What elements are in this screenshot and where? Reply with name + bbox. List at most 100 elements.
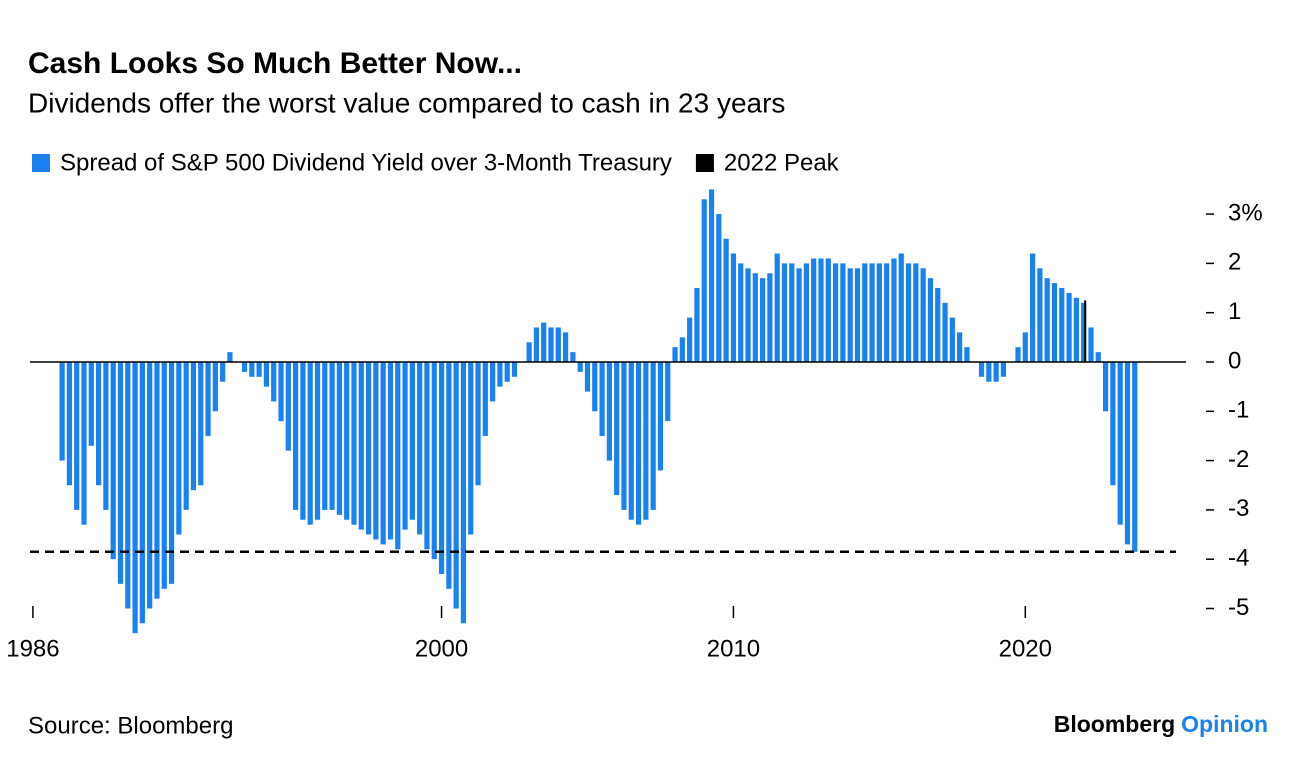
bar xyxy=(665,361,671,422)
bar xyxy=(417,361,423,535)
bar xyxy=(708,189,715,362)
bar xyxy=(271,361,277,402)
bar xyxy=(986,361,992,382)
bar xyxy=(760,278,766,362)
bar xyxy=(256,361,262,377)
bar xyxy=(869,263,875,362)
bar xyxy=(621,361,627,510)
bar xyxy=(1044,278,1050,362)
bar xyxy=(293,361,299,510)
bar xyxy=(220,361,226,382)
bar xyxy=(365,361,372,535)
bar xyxy=(701,199,707,362)
bar xyxy=(300,361,306,520)
bar xyxy=(278,361,284,422)
bar xyxy=(694,288,700,362)
bar xyxy=(468,361,474,535)
x-tick-label: 1986 xyxy=(6,635,59,662)
bar xyxy=(1081,302,1087,362)
bar xyxy=(1102,361,1109,412)
bar xyxy=(336,361,342,515)
bar xyxy=(66,361,73,486)
bar xyxy=(825,258,831,362)
bar xyxy=(344,361,350,520)
legend-label: 2022 Peak xyxy=(724,149,840,176)
bar xyxy=(227,352,233,362)
bar xyxy=(716,214,722,362)
bar xyxy=(745,268,751,362)
bar xyxy=(1051,283,1058,362)
bar xyxy=(74,361,80,510)
bar xyxy=(475,361,481,486)
bar xyxy=(584,361,591,392)
y-tick-label: -3 xyxy=(1228,495,1249,522)
y-tick-label: -4 xyxy=(1228,545,1249,572)
bar xyxy=(81,361,87,525)
bar xyxy=(168,361,175,584)
bar xyxy=(555,327,561,362)
bar xyxy=(854,268,861,362)
bar xyxy=(628,361,634,520)
x-tick-label: 2000 xyxy=(415,635,468,662)
brand: Bloomberg Opinion xyxy=(1054,711,1268,737)
y-tick-label: 0 xyxy=(1228,347,1241,374)
bar xyxy=(614,361,620,496)
bar xyxy=(964,347,970,362)
bar xyxy=(789,263,795,362)
bar xyxy=(285,361,291,451)
bar xyxy=(679,337,685,362)
y-tick-label: 3% xyxy=(1228,199,1263,226)
bar xyxy=(657,361,664,471)
bar xyxy=(891,258,897,362)
bar xyxy=(212,361,218,412)
bar xyxy=(176,361,182,535)
bar xyxy=(402,361,408,530)
bar xyxy=(125,361,131,609)
bar xyxy=(650,361,656,510)
bar xyxy=(103,361,109,510)
bar xyxy=(387,361,394,540)
chart-subtitle: Dividends offer the worst value compared… xyxy=(28,87,785,118)
bar xyxy=(183,361,189,510)
bar xyxy=(920,268,926,362)
bar xyxy=(95,361,102,486)
bar xyxy=(905,263,912,362)
bar xyxy=(606,361,612,461)
bar xyxy=(198,361,204,486)
bar xyxy=(322,361,328,510)
bar xyxy=(1030,253,1036,362)
bar xyxy=(329,361,335,510)
bar xyxy=(687,317,693,362)
bar xyxy=(190,361,197,491)
bar xyxy=(672,347,678,362)
bar xyxy=(1095,352,1101,362)
bar xyxy=(1084,300,1087,362)
bar xyxy=(438,361,445,574)
y-tick-label: 2 xyxy=(1228,249,1241,276)
bar xyxy=(562,332,569,362)
bar xyxy=(723,238,729,362)
bar xyxy=(358,361,364,530)
bar xyxy=(424,361,430,550)
bar xyxy=(263,361,270,387)
bar xyxy=(409,361,415,520)
bar xyxy=(832,263,839,362)
bar xyxy=(1022,332,1028,362)
bar xyxy=(949,317,955,362)
bar xyxy=(395,361,401,550)
bar xyxy=(504,361,510,382)
bar xyxy=(431,361,437,560)
bar xyxy=(161,361,167,589)
bar xyxy=(154,361,160,599)
chart-title: Cash Looks So Much Better Now... xyxy=(28,47,522,80)
bar xyxy=(139,361,145,624)
bar xyxy=(927,278,934,362)
bar xyxy=(110,361,116,560)
bar xyxy=(1124,361,1131,545)
bar xyxy=(147,361,153,609)
bar xyxy=(1037,268,1043,362)
bar xyxy=(898,253,904,362)
bar xyxy=(1132,361,1138,552)
bar xyxy=(942,302,948,362)
bar xyxy=(205,361,211,436)
